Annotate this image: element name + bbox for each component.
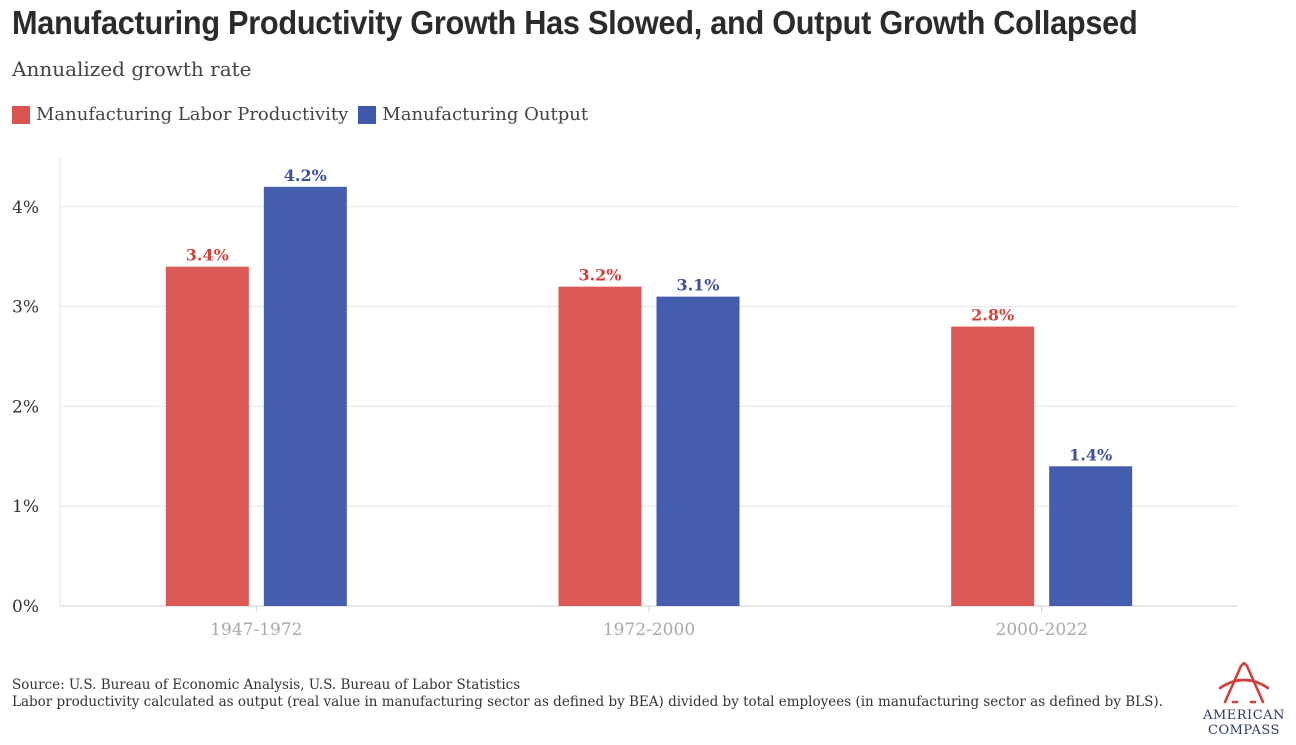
y-tick-label-2: 2% [12, 397, 39, 417]
bar-output-2[interactable] [1049, 466, 1133, 606]
bar-productivity-1[interactable] [558, 286, 642, 606]
legend-label-output: Manufacturing Output [382, 104, 589, 125]
compass-a-icon [1218, 661, 1270, 704]
bar-output-1[interactable] [656, 296, 740, 606]
x-tick-label-2: 2000-2022 [996, 620, 1088, 640]
data-label-output-2: 1.4% [1069, 445, 1112, 464]
legend-swatch-output [358, 105, 377, 124]
legend: Manufacturing Labor Productivity Manufac… [12, 104, 588, 125]
chart-subtitle: Annualized growth rate [12, 57, 252, 81]
y-tick-label-4: 4% [12, 198, 39, 218]
y-tick-label-3: 3% [12, 298, 39, 318]
chart-title: Manufacturing Productivity Growth Has Sl… [12, 4, 1138, 41]
y-tick-label-0: 0% [12, 597, 39, 617]
source-note: Source: U.S. Bureau of Economic Analysis… [12, 677, 521, 693]
logo-text-american: AMERICAN [1203, 708, 1285, 723]
data-label-productivity-1: 3.2% [578, 266, 621, 285]
bar-productivity-0[interactable] [165, 266, 249, 606]
legend-swatch-productivity [12, 105, 30, 124]
methodology-note: Labor productivity calculated as output … [12, 694, 1163, 710]
data-label-productivity-2: 2.8% [971, 306, 1014, 325]
legend-item-productivity[interactable]: Manufacturing Labor Productivity [12, 104, 348, 125]
legend-item-output[interactable]: Manufacturing Output [358, 104, 588, 125]
x-tick-label-1: 1972-2000 [603, 620, 695, 640]
legend-label-productivity: Manufacturing Labor Productivity [36, 104, 349, 125]
bar-productivity-2[interactable] [951, 326, 1035, 606]
y-tick-label-1: 1% [12, 497, 39, 517]
bar-output-0[interactable] [263, 186, 347, 606]
data-label-productivity-0: 3.4% [186, 246, 229, 265]
x-tick-label-0: 1947-1972 [210, 620, 302, 640]
data-label-output-1: 3.1% [676, 276, 719, 295]
chart-footer: Source: U.S. Bureau of Economic Analysis… [12, 677, 1192, 711]
data-label-output-0: 4.2% [284, 166, 327, 185]
logo-text-compass: COMPASS [1208, 723, 1280, 738]
american-compass-logo: AMERICAN COMPASS [1192, 661, 1296, 744]
